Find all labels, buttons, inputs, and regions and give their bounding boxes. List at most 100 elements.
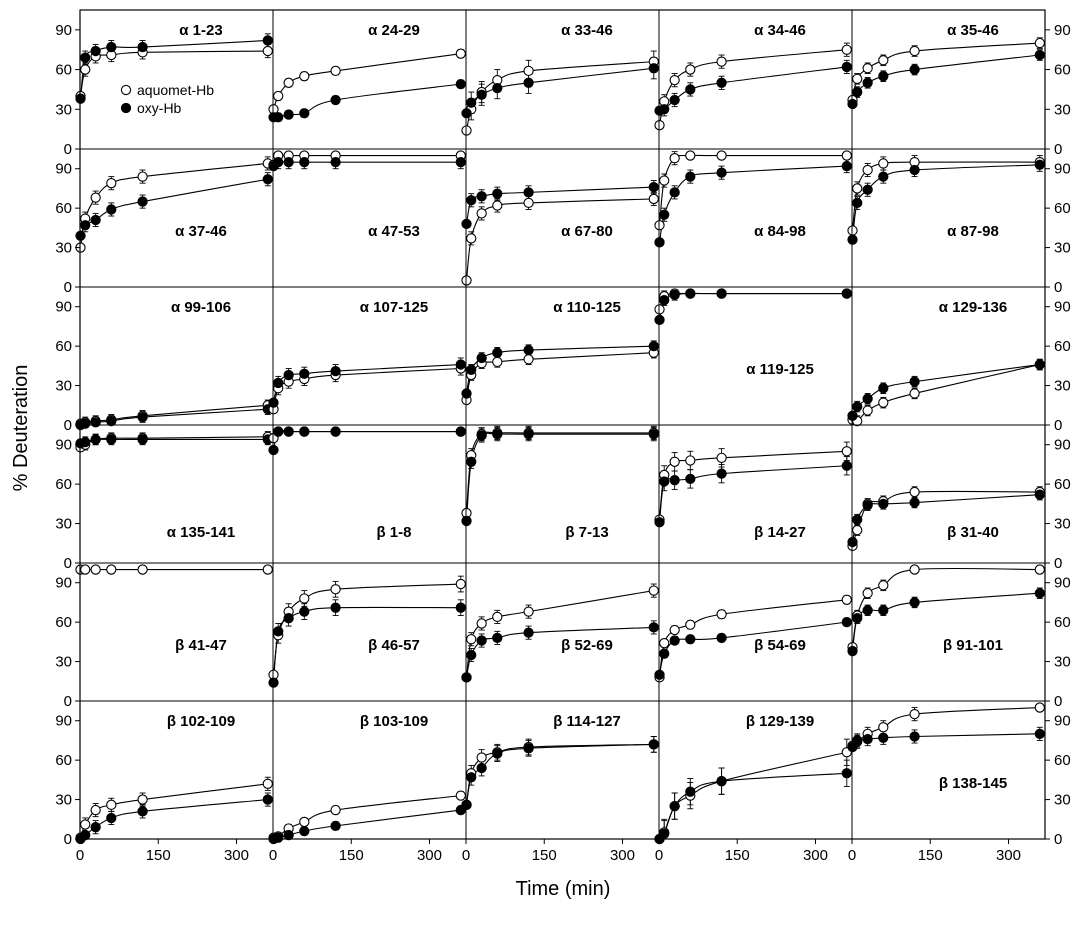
- panel-label: β 103-109: [360, 713, 428, 730]
- panel: α 47-53: [268, 150, 466, 240]
- oxy-point: [80, 418, 91, 429]
- panel-label: α 33-46: [561, 22, 613, 39]
- oxy-point: [273, 832, 284, 843]
- oxy-point: [106, 415, 117, 427]
- oxy-point: [476, 191, 487, 202]
- oxy-point: [648, 181, 659, 193]
- oxy-point: [659, 828, 670, 839]
- oxy-point: [862, 184, 873, 195]
- oxy-point: [283, 426, 294, 437]
- aquomet-point: [90, 804, 101, 816]
- panel: β 46-57: [268, 575, 466, 688]
- panel-label: β 114-127: [553, 713, 621, 730]
- x-tick-label: 0: [76, 847, 84, 864]
- oxy-point: [262, 174, 273, 185]
- oxy-point: [461, 108, 472, 119]
- oxy-point: [90, 45, 101, 57]
- aquomet-point: [80, 564, 91, 575]
- aquomet-point: [466, 634, 477, 645]
- x-tick-label: 150: [918, 847, 943, 864]
- aquomet-point: [461, 125, 472, 136]
- oxy-point: [137, 41, 148, 53]
- oxy-point: [685, 84, 696, 95]
- panel: α 37-46: [75, 156, 273, 253]
- x-tick-label: 300: [417, 847, 442, 864]
- oxy-point: [492, 748, 503, 759]
- y-tick-label-right: 30: [1054, 516, 1071, 533]
- y-tick-label-right: 60: [1054, 200, 1071, 217]
- panel-label: α 135-141: [167, 524, 235, 541]
- oxy-point: [716, 468, 727, 479]
- oxy-point: [1034, 49, 1045, 61]
- panel-label: α 1-23: [179, 22, 222, 39]
- oxy-point: [80, 436, 91, 448]
- aquomet-point: [80, 64, 91, 75]
- panel-label: α 37-46: [175, 223, 227, 240]
- y-tick-label-right: 30: [1054, 378, 1071, 395]
- y-tick-label-left: 0: [64, 693, 72, 710]
- oxy-point: [330, 94, 341, 106]
- oxy-point: [90, 214, 101, 226]
- panel: β 138-145: [847, 702, 1045, 792]
- oxy-point: [466, 195, 477, 206]
- aquomet-point: [847, 225, 858, 236]
- panel: β 91-101: [847, 564, 1045, 657]
- oxy-point: [1034, 728, 1045, 740]
- oxy-point: [1034, 489, 1045, 500]
- aquomet-point: [659, 175, 670, 186]
- aquomet-point: [330, 804, 341, 816]
- oxy-point: [330, 602, 341, 613]
- x-tick-label: 0: [848, 847, 856, 864]
- panel: β 41-47: [75, 564, 273, 654]
- aquomet-point: [669, 75, 680, 86]
- oxy-point: [1034, 159, 1045, 170]
- aquomet-point: [852, 73, 863, 84]
- aquomet-point: [455, 578, 466, 590]
- panel-label: α 84-98: [754, 223, 806, 240]
- oxy-point: [137, 434, 148, 445]
- aquomet-point: [654, 120, 665, 131]
- oxy-point: [523, 77, 534, 88]
- panel-label: α 119-125: [746, 361, 814, 378]
- oxy-point: [659, 648, 670, 659]
- y-tick-label-left: 60: [55, 62, 72, 79]
- aquomet-curve: [79, 783, 268, 838]
- oxy-point: [841, 160, 852, 172]
- y-tick-label-left: 90: [55, 161, 72, 178]
- oxy-point: [669, 475, 680, 486]
- oxy-point: [492, 347, 503, 358]
- oxy-point: [648, 739, 659, 750]
- aquomet-point: [299, 593, 310, 604]
- oxy-point: [909, 597, 920, 608]
- aquomet-point: [654, 304, 665, 315]
- oxy-point: [90, 434, 101, 445]
- panel: α 119-125: [654, 288, 852, 378]
- aquomet-point: [330, 65, 341, 77]
- oxy-point: [466, 364, 477, 375]
- y-tick-label-right: 0: [1054, 279, 1062, 296]
- y-tick-label-left: 0: [64, 417, 72, 434]
- y-tick-label-left: 60: [55, 476, 72, 493]
- aquomet-point: [878, 397, 889, 408]
- panel-label: α 129-136: [939, 299, 1007, 316]
- aquomet-point: [137, 794, 148, 805]
- oxy-point: [841, 288, 852, 299]
- panel: α 1-23: [75, 22, 273, 104]
- oxy-point: [523, 429, 534, 440]
- oxy-point: [862, 393, 873, 404]
- oxy-point: [909, 376, 920, 387]
- aquomet-point: [862, 405, 873, 416]
- oxy-point: [909, 497, 920, 508]
- y-tick-label-right: 0: [1054, 141, 1062, 158]
- oxy-point: [80, 52, 91, 63]
- aquomet-point: [659, 638, 670, 649]
- oxy-point: [299, 368, 310, 379]
- panel-label: α 34-46: [754, 22, 806, 39]
- oxy-point: [852, 86, 863, 98]
- aquomet-point: [455, 48, 466, 59]
- aquomet-point: [716, 150, 727, 161]
- y-tick-label-right: 0: [1054, 555, 1062, 572]
- oxy-point: [137, 806, 148, 817]
- aquomet-point: [1034, 702, 1045, 713]
